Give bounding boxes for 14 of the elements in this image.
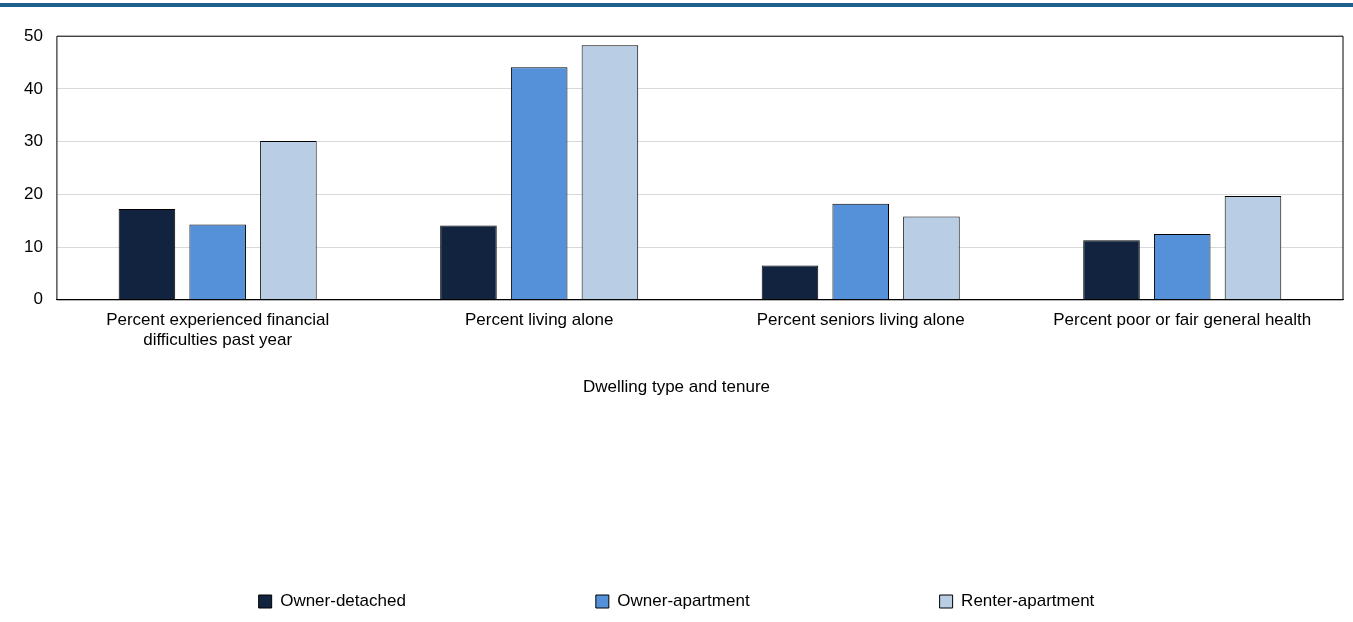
x-tick-label: Percent experienced financial difficulties past year xyxy=(106,309,330,350)
y-tick-label: 50 xyxy=(23,25,43,45)
y-tick-label: 20 xyxy=(23,184,43,204)
y-tick-label: 10 xyxy=(23,236,43,256)
x-tick-label: Percent seniors living alone xyxy=(756,309,965,329)
x-tick-label: Percent living alone xyxy=(465,309,614,329)
x-tick-label: Percent poor or fair general health xyxy=(1053,309,1312,329)
y-tick-label: 30 xyxy=(23,131,43,151)
legend-title: Dwelling type and tenure xyxy=(582,376,771,396)
y-tick-label: 40 xyxy=(23,78,43,98)
legend-label: Owner-apartment xyxy=(617,591,750,611)
legend-label: Owner-detached xyxy=(280,591,406,611)
y-tick-label: 0 xyxy=(33,289,43,309)
legend-label: Renter-apartment xyxy=(961,591,1095,611)
